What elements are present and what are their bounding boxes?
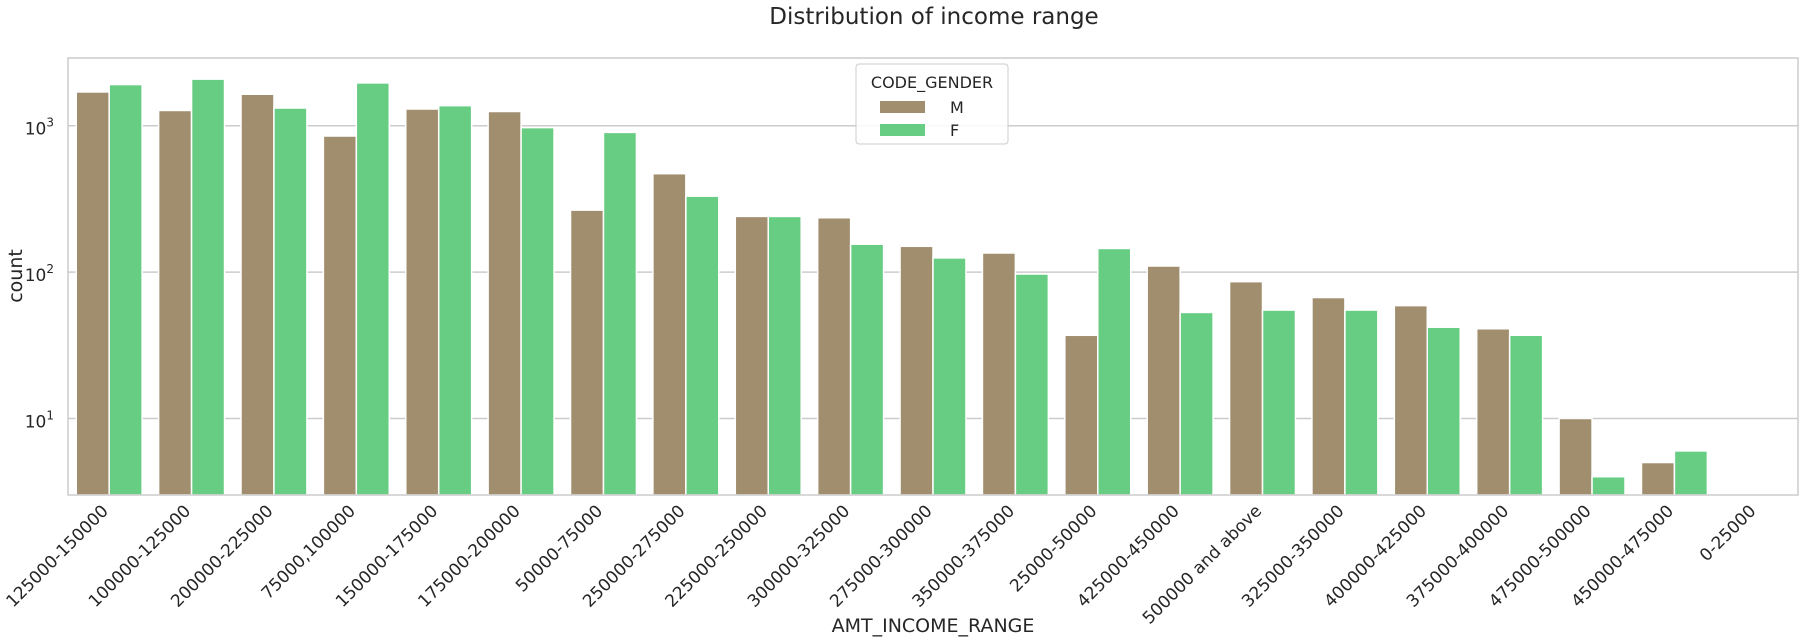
y-tick-label: 103 bbox=[25, 116, 54, 140]
bar-m bbox=[322, 135, 358, 496]
legend: CODE_GENDER MF bbox=[855, 63, 1009, 145]
y-tick-base: 10 bbox=[25, 412, 47, 432]
bar-f bbox=[685, 195, 720, 496]
bar-f bbox=[1179, 311, 1214, 496]
bar-m bbox=[1640, 461, 1676, 496]
bar-f bbox=[602, 131, 638, 496]
bar-m bbox=[487, 110, 522, 496]
bar-m bbox=[652, 172, 687, 496]
bar-f bbox=[1591, 475, 1626, 496]
bar-m bbox=[405, 108, 440, 496]
bar-m bbox=[899, 245, 934, 496]
legend-label: F bbox=[950, 121, 959, 140]
bar-m bbox=[75, 91, 110, 496]
legend-items: MF bbox=[880, 98, 964, 140]
x-tick-labels: 125000-150000100000-125000200000-2250007… bbox=[2, 501, 1760, 628]
plot-frame bbox=[67, 57, 1799, 496]
bar-f bbox=[520, 126, 555, 496]
chart-title: Distribution of income range bbox=[769, 4, 1098, 30]
bar-m bbox=[1311, 296, 1346, 496]
bar-f bbox=[932, 257, 967, 496]
bar-m bbox=[157, 109, 193, 496]
legend-swatch bbox=[880, 124, 925, 136]
bar-f bbox=[1508, 334, 1544, 496]
bar-f bbox=[767, 215, 802, 496]
bar-f bbox=[1097, 247, 1132, 496]
legend-swatch bbox=[880, 101, 925, 113]
bar-f bbox=[437, 104, 473, 496]
bar-f bbox=[1014, 273, 1050, 496]
y-tick-base: 10 bbox=[25, 266, 47, 286]
y-tick-label: 101 bbox=[25, 408, 54, 432]
bar-f bbox=[273, 107, 308, 496]
y-tick-exponent: 1 bbox=[46, 408, 54, 422]
bar-m bbox=[1146, 265, 1181, 496]
y-tick-exponent: 3 bbox=[46, 116, 54, 130]
bar-f bbox=[849, 243, 885, 496]
bar-m bbox=[1475, 328, 1511, 496]
bar-m bbox=[981, 252, 1017, 496]
y-tick-base: 10 bbox=[25, 120, 47, 140]
y-tick-label: 102 bbox=[25, 262, 54, 286]
y-tick-exponent: 2 bbox=[46, 262, 54, 276]
bar-m bbox=[1228, 280, 1264, 496]
bar-m bbox=[240, 93, 275, 496]
x-tick-label: 50000-75000 bbox=[512, 501, 607, 596]
bar-f bbox=[1344, 309, 1379, 496]
x-tick-label: 25000-50000 bbox=[1006, 501, 1101, 596]
bar-m bbox=[816, 217, 852, 496]
bar-f bbox=[190, 78, 226, 496]
legend-title: CODE_GENDER bbox=[871, 73, 993, 93]
bars bbox=[75, 78, 1709, 496]
bar-m bbox=[1393, 304, 1429, 496]
x-tick-label: 0-25000 bbox=[1696, 501, 1760, 565]
bar-m bbox=[569, 209, 605, 496]
bar-m bbox=[1064, 334, 1099, 496]
bar-f bbox=[355, 82, 391, 496]
legend-label: M bbox=[950, 98, 964, 117]
x-axis-label: AMT_INCOME_RANGE bbox=[832, 615, 1035, 637]
bar-f bbox=[1426, 326, 1461, 496]
bar-f bbox=[108, 83, 143, 496]
bar-m bbox=[1558, 417, 1593, 496]
bar-f bbox=[1261, 309, 1297, 496]
y-axis-label: count bbox=[5, 249, 27, 303]
bar-f bbox=[1673, 450, 1709, 496]
bar-m bbox=[734, 215, 769, 496]
